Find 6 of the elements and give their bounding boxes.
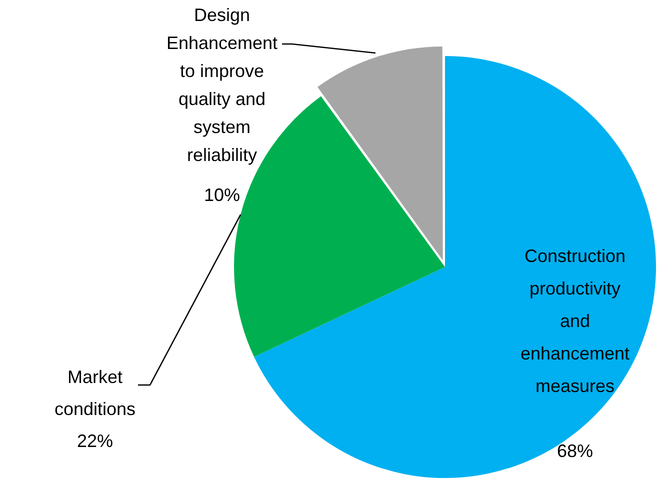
slice-label: Market conditions [54, 366, 136, 419]
slice-label: Construction productivity and enhancement measures [520, 246, 630, 396]
data-label: 68% [556, 440, 594, 461]
slice-label: Design Enhancement to improve quality and system reliability [166, 4, 278, 165]
data-label: 10% [204, 184, 240, 205]
data-label: 22% [76, 430, 114, 451]
